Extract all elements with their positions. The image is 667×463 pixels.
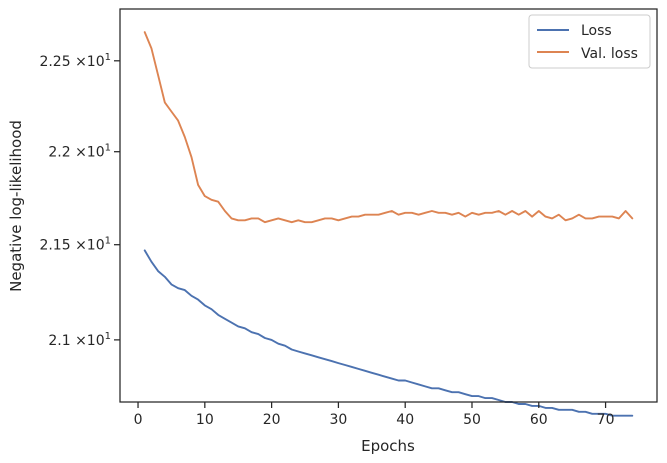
y-tick-label: 2.15 ×101: [39, 236, 111, 254]
series-layer: [143, 31, 634, 417]
plot-frame: [119, 8, 658, 403]
x-tick-label: 30: [329, 412, 347, 428]
legend-box: [528, 14, 651, 69]
y-tick-label: 2.25 ×101: [39, 52, 111, 70]
x-axis-ticks: 0 10 20 30 40 50 60 70: [134, 402, 615, 428]
x-tick-label: 60: [530, 412, 548, 428]
x-tick-label: 50: [463, 412, 481, 428]
x-tick-label: 0: [134, 412, 143, 428]
legend-label-val-loss: Val. loss: [581, 46, 638, 62]
y-axis-label: Negative log-likelihood: [7, 120, 25, 292]
legend: Loss Val. loss: [528, 14, 651, 69]
series-line-val-loss: [143, 31, 634, 224]
series-line-loss: [143, 249, 634, 417]
x-tick-label: 10: [196, 412, 214, 428]
x-tick-label: 20: [263, 412, 281, 428]
legend-label-loss: Loss: [581, 23, 612, 39]
y-tick-label: 2.1 ×101: [48, 331, 111, 349]
x-axis-label: Epochs: [361, 437, 415, 455]
x-tick-label: 40: [396, 412, 414, 428]
y-axis-ticks: 2.1 ×101 2.15 ×101 2.2 ×101 2.25 ×101: [39, 52, 120, 349]
x-tick-label: 70: [597, 412, 615, 428]
y-tick-label: 2.2 ×101: [48, 143, 111, 161]
